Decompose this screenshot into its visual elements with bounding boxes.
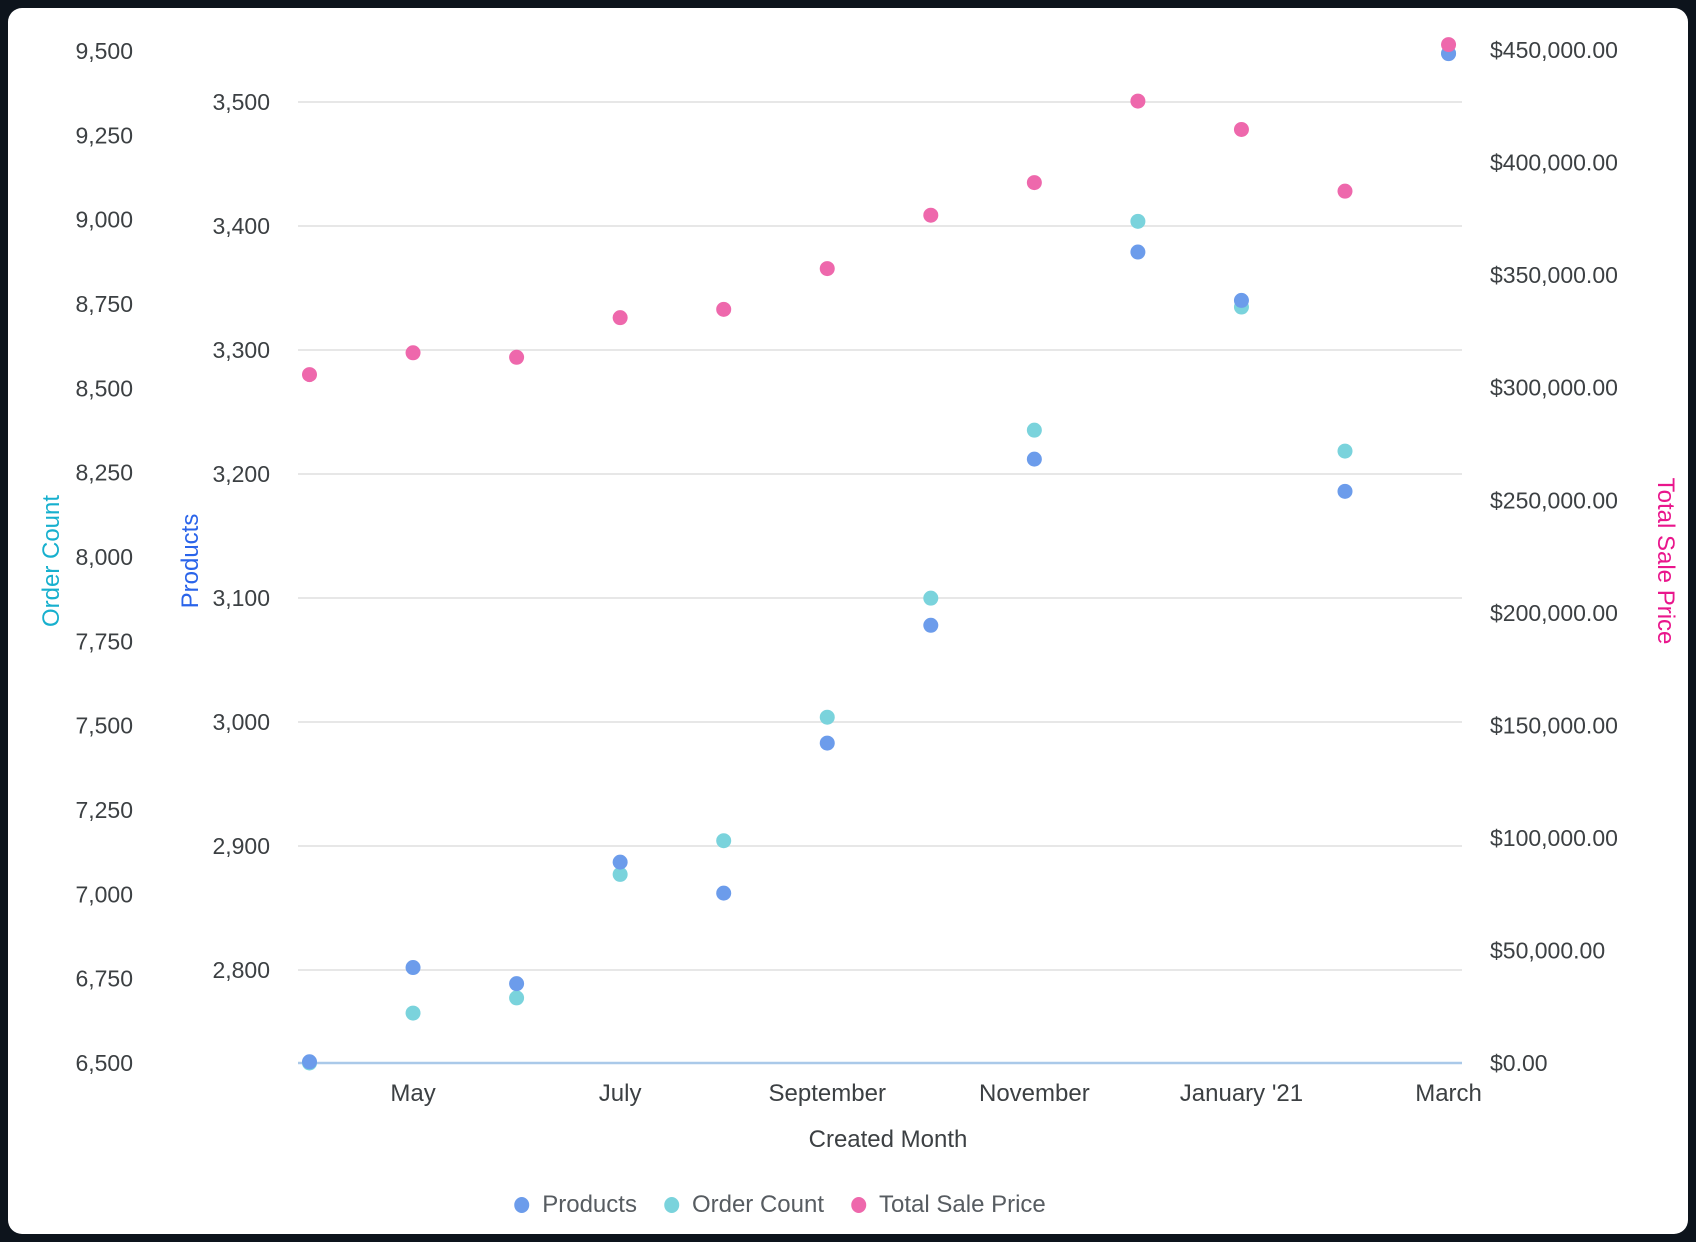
point-total-sale-price-july-2020[interactable] bbox=[612, 310, 628, 326]
point-products-february-2021[interactable] bbox=[1337, 483, 1353, 499]
point-total-sale-price-september-2020[interactable] bbox=[819, 261, 835, 277]
order_count-tick-label: 7,250 bbox=[75, 797, 133, 823]
order_count-tick-label: 9,500 bbox=[75, 38, 133, 64]
x-tick-label: November bbox=[979, 1080, 1090, 1107]
total_sale_price-tick-label: $150,000.00 bbox=[1490, 712, 1618, 738]
total_sale_price-tick-label: $300,000.00 bbox=[1490, 375, 1618, 401]
point-products-january-2021[interactable] bbox=[1233, 292, 1249, 308]
order_count-tick-label: 7,500 bbox=[75, 713, 133, 739]
order_count-tick-label: 7,000 bbox=[75, 881, 133, 907]
order_count-tick-label: 6,500 bbox=[75, 1050, 133, 1076]
order_count-tick-label: 6,750 bbox=[75, 966, 133, 992]
total_sale_price-tick-label: $0.00 bbox=[1490, 1050, 1548, 1076]
legend-label-total-sale-price: Total Sale Price bbox=[879, 1191, 1046, 1218]
products-tick-label: 3,100 bbox=[212, 585, 270, 611]
x-tick-label: September bbox=[769, 1080, 886, 1107]
point-total-sale-price-november-2020[interactable] bbox=[1026, 175, 1042, 191]
point-total-sale-price-december-2020[interactable] bbox=[1130, 93, 1146, 109]
x-tick-label: July bbox=[599, 1080, 642, 1107]
order_count-tick-label: 8,250 bbox=[75, 460, 133, 486]
products-tick-label: 3,200 bbox=[212, 461, 270, 487]
point-order-count-june-2020[interactable] bbox=[509, 990, 525, 1006]
total_sale_price-tick-label: $250,000.00 bbox=[1490, 487, 1618, 513]
x-tick-label: January '21 bbox=[1180, 1080, 1303, 1107]
point-order-count-december-2020[interactable] bbox=[1130, 213, 1146, 229]
point-products-june-2020[interactable] bbox=[509, 976, 525, 992]
point-total-sale-price-january-2021[interactable] bbox=[1233, 121, 1249, 137]
total_sale_price-tick-label: $350,000.00 bbox=[1490, 262, 1618, 288]
point-total-sale-price-august-2020[interactable] bbox=[716, 301, 732, 317]
legend-item-order-count[interactable]: Order Count bbox=[663, 1191, 825, 1219]
total_sale_price-tick-label: $50,000.00 bbox=[1490, 937, 1605, 963]
point-order-count-february-2021[interactable] bbox=[1337, 443, 1353, 459]
point-order-count-october-2020[interactable] bbox=[923, 590, 939, 606]
products-tick-label: 3,400 bbox=[212, 213, 270, 239]
point-total-sale-price-april-2020[interactable] bbox=[302, 367, 317, 383]
point-products-april-2020[interactable] bbox=[302, 1054, 317, 1070]
point-order-count-september-2020[interactable] bbox=[819, 709, 835, 725]
point-total-sale-price-february-2021[interactable] bbox=[1337, 183, 1353, 199]
x-tick-label: May bbox=[390, 1080, 435, 1107]
legend-marker-products-icon bbox=[514, 1197, 530, 1213]
legend-marker-order-count-icon bbox=[663, 1197, 679, 1213]
x-axis-title: Created Month bbox=[808, 1126, 968, 1153]
products-tick-label: 3,500 bbox=[212, 89, 270, 115]
products-tick-label: 3,300 bbox=[212, 337, 270, 363]
total_sale_price-tick-label: $450,000.00 bbox=[1490, 37, 1618, 63]
point-products-may-2020[interactable] bbox=[405, 960, 421, 976]
point-products-december-2020[interactable] bbox=[1130, 244, 1146, 260]
order_count-tick-label: 7,750 bbox=[75, 628, 133, 654]
order_count-tick-label: 8,500 bbox=[75, 375, 133, 401]
order_count-tick-label: 8,750 bbox=[75, 291, 133, 317]
total_sale_price-tick-label: $400,000.00 bbox=[1490, 150, 1618, 176]
point-order-count-november-2020[interactable] bbox=[1026, 422, 1042, 438]
total_sale_price-tick-label: $100,000.00 bbox=[1490, 825, 1618, 851]
point-total-sale-price-june-2020[interactable] bbox=[509, 349, 525, 365]
order_count-tick-label: 9,000 bbox=[75, 207, 133, 233]
legend-marker-total-sale-price-icon bbox=[851, 1197, 867, 1213]
point-total-sale-price-october-2020[interactable] bbox=[923, 207, 939, 223]
point-order-count-july-2020[interactable] bbox=[612, 866, 628, 882]
point-products-november-2020[interactable] bbox=[1026, 451, 1042, 467]
point-products-august-2020[interactable] bbox=[716, 885, 732, 901]
point-total-sale-price-march-2021[interactable] bbox=[1441, 37, 1457, 53]
legend-item-products[interactable]: Products bbox=[514, 1191, 637, 1219]
products-tick-label: 2,800 bbox=[212, 957, 270, 983]
total_sale_price-tick-label: $200,000.00 bbox=[1490, 600, 1618, 626]
point-products-september-2020[interactable] bbox=[819, 735, 835, 751]
x-tick-label: March bbox=[1415, 1080, 1482, 1107]
order_count-tick-label: 9,250 bbox=[75, 122, 133, 148]
point-total-sale-price-may-2020[interactable] bbox=[405, 345, 421, 361]
legend-label-order-count: Order Count bbox=[691, 1191, 825, 1218]
point-products-october-2020[interactable] bbox=[923, 617, 939, 633]
order_count-tick-label: 8,000 bbox=[75, 544, 133, 570]
legend-item-total-sale-price[interactable]: Total Sale Price bbox=[851, 1191, 1046, 1219]
point-order-count-august-2020[interactable] bbox=[716, 833, 732, 849]
products-tick-label: 2,900 bbox=[212, 833, 270, 859]
chart-card: Order Count Products Total Sale Price Cr… bbox=[8, 8, 1688, 1234]
legend-label-products: Products bbox=[542, 1191, 637, 1218]
point-order-count-may-2020[interactable] bbox=[405, 1005, 421, 1021]
products-tick-label: 3,000 bbox=[212, 709, 270, 735]
point-products-july-2020[interactable] bbox=[612, 854, 628, 870]
legend: Products Order Count Total Sale Price bbox=[514, 1191, 1046, 1219]
